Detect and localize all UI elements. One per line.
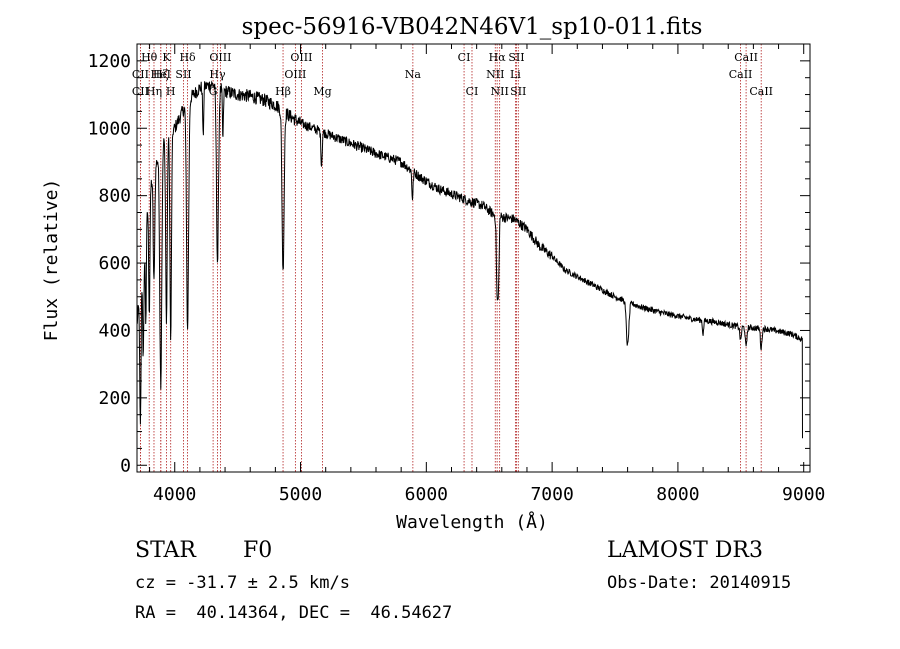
spectral-line-label: Hζ [153,68,169,81]
spectral-line-label: CI [458,51,471,64]
spectral-line-label: Hθ [141,51,158,64]
spectral-line-label: Hη [146,85,162,98]
spectral-line-label: CaII [749,85,773,98]
spectral-line-label: SII [175,68,191,81]
x-axis-label: Wavelength (Å) [396,511,548,533]
spectral-line-label: Na [405,68,422,81]
spectral-line-label: SII [508,51,524,64]
y-tick-label: 0 [120,455,131,476]
spectral-line-label: H [166,85,176,98]
spectral-line-label: CII [132,68,149,81]
line-markers [139,44,762,472]
coordinates: RA = 40.14364, DEC = 46.54627 [135,603,453,623]
x-tick-label: 6000 [405,484,448,505]
y-tick-label: 1000 [88,118,131,139]
spectral-line-label: NII [491,85,509,98]
spectral-line-label: NII [486,68,504,81]
spectral-line-label: OIII [290,51,312,64]
spectral-line-label: Hδ [179,51,196,64]
spectral-line-label: K [162,51,171,64]
spectral-line-label: CaII [734,51,758,64]
spectral-subclass: F0 [243,538,273,563]
y-tick-label: 1200 [88,51,131,72]
chart-title: spec-56916-VB042N46V1_sp10-011.fits [242,14,703,40]
observation-date: Obs-Date: 20140915 [607,573,792,593]
spectral-line-label: Li [510,68,521,81]
y-tick-label: 400 [98,320,131,341]
y-axis-label: Flux (relative) [41,179,62,342]
spectral-line-label: Hα [489,51,507,64]
x-axis: 4000 5000 6000 7000 8000 9000 [149,44,825,505]
y-tick-label: 200 [98,388,131,409]
spectral-line-label: CII [132,85,149,98]
spectral-line-label: CI [466,85,479,98]
spectral-line-label: HeI [151,68,171,81]
x-tick-label: 5000 [279,484,322,505]
survey-name: LAMOST DR3 [607,538,763,563]
spectral-line-label: Hγ [209,68,226,81]
spectral-line-label: OIII [284,68,306,81]
spectral-line-label: Mg [313,85,331,98]
object-class: STAR [135,538,196,563]
spectral-line-label: SII [510,85,526,98]
spectral-line-label: OIII [209,51,231,64]
spectral-line-label: Hβ [275,85,291,98]
spectral-line-label: CaII [729,68,753,81]
spectrum-chart: spec-56916-VB042N46V1_sp10-011.fits CIIC… [41,14,825,533]
y-tick-label: 600 [98,253,131,274]
x-tick-label: 4000 [153,484,196,505]
x-tick-label: 7000 [530,484,573,505]
y-axis: 0 200 400 600 800 1000 1200 [88,51,810,476]
plot-frame [136,43,811,473]
spectrum-line [136,80,803,439]
x-tick-label: 9000 [782,484,825,505]
x-tick-label: 8000 [656,484,699,505]
spectral-line-label: G [209,85,218,98]
y-tick-label: 800 [98,186,131,207]
redshift-cz: cz = -31.7 ± 2.5 km/s [135,573,350,593]
